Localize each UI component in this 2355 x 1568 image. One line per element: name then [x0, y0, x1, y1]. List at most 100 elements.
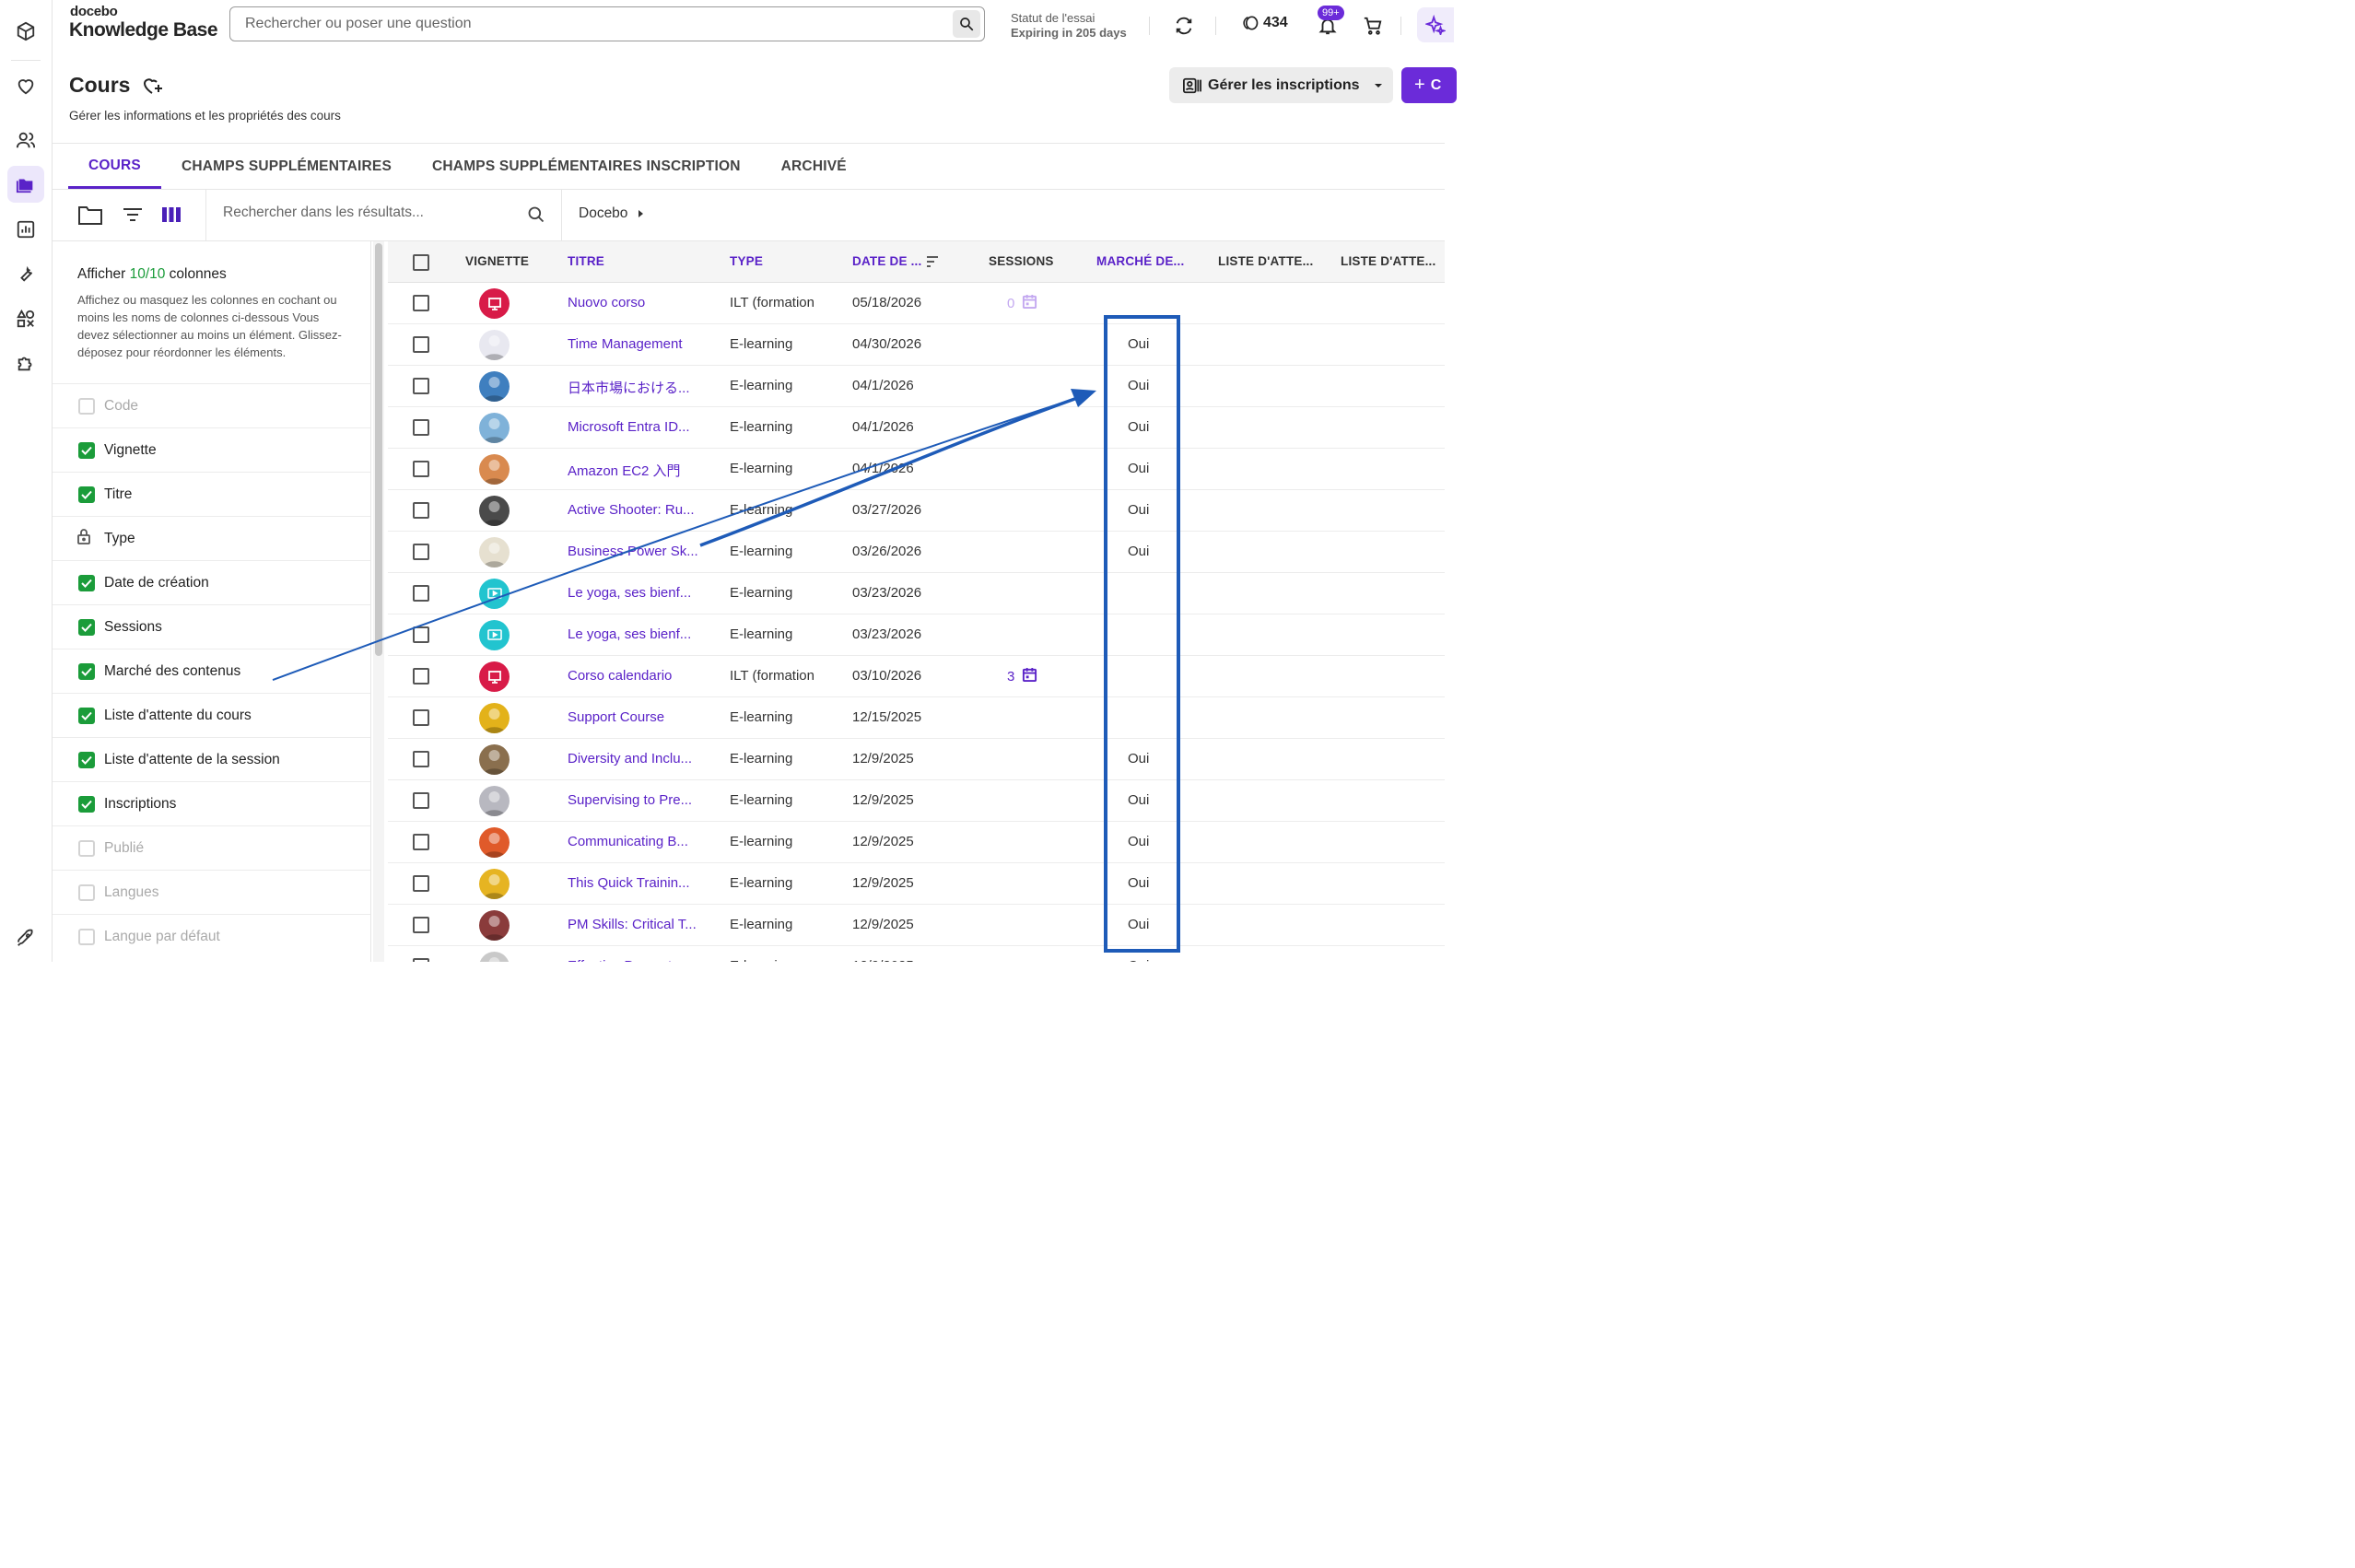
tab-champs-inscription[interactable]: CHAMPS SUPPLÉMENTAIRES INSCRIPTION [432, 158, 741, 174]
row-checkbox[interactable] [413, 295, 429, 311]
column-checkbox[interactable] [78, 795, 95, 813]
column-checkbox[interactable] [78, 618, 95, 636]
course-title-link[interactable]: Business Power Sk... [568, 544, 698, 559]
manage-enrollments-button[interactable]: Gérer les inscriptions [1169, 67, 1393, 103]
row-checkbox[interactable] [413, 378, 429, 394]
table-row[interactable]: Active Shooter: Ru... E-learning 03/27/202… [388, 490, 1445, 532]
users-icon[interactable] [7, 122, 44, 158]
tab-cours[interactable]: COURS [68, 145, 161, 189]
row-checkbox[interactable] [413, 419, 429, 436]
cart-icon[interactable] [1360, 13, 1386, 39]
puzzle-icon[interactable] [7, 345, 44, 381]
table-row[interactable]: Le yoga, ses bienf... E-learning 03/23/202… [388, 573, 1445, 614]
select-all-checkbox[interactable] [413, 254, 429, 271]
bell-icon[interactable] [1315, 13, 1341, 39]
course-title-link[interactable]: Effective Presenta... [568, 958, 691, 962]
row-checkbox[interactable] [413, 544, 429, 560]
sparkle-icon[interactable] [1417, 7, 1454, 42]
row-checkbox[interactable] [413, 668, 429, 685]
course-title-link[interactable]: Diversity and Inclu... [568, 751, 693, 766]
table-row[interactable]: Nuovo corso ILT (formation 05/18/2026 0 [388, 283, 1445, 324]
sessions-link[interactable]: 3 [1007, 667, 1037, 686]
table-row[interactable]: This Quick Trainin... E-learning 12/9/2025… [388, 863, 1445, 905]
column-checkbox[interactable] [78, 397, 95, 415]
sync-icon[interactable] [1171, 13, 1197, 39]
columns-icon[interactable] [158, 202, 184, 228]
table-row[interactable]: Communicating B... E-learning 12/9/2025 Oui [388, 822, 1445, 863]
tab-champs-supplementaires[interactable]: CHAMPS SUPPLÉMENTAIRES [181, 158, 392, 174]
table-row[interactable]: Diversity and Inclu... E-learning 12/9/202… [388, 739, 1445, 780]
row-checkbox[interactable] [413, 917, 429, 933]
header-date[interactable]: DATE DE ... [852, 254, 922, 268]
table-row[interactable]: Business Power Sk... E-learning 03/26/2026… [388, 532, 1445, 573]
column-option[interactable]: Date de création [53, 560, 370, 604]
wrench-icon[interactable] [7, 255, 44, 292]
header-type[interactable]: TYPE [730, 254, 764, 268]
table-row[interactable]: 日本市場における... E-learning 04/1/2026 Oui [388, 366, 1445, 407]
folder-tree-icon[interactable] [77, 202, 103, 228]
column-checkbox[interactable] [78, 486, 95, 503]
breadcrumb[interactable]: Docebo [579, 205, 644, 222]
row-checkbox[interactable] [413, 461, 429, 477]
cube-icon[interactable] [7, 13, 44, 50]
results-search-input[interactable] [223, 205, 518, 221]
row-checkbox[interactable] [413, 709, 429, 726]
course-title-link[interactable]: This Quick Trainin... [568, 875, 690, 891]
course-title-link[interactable]: Time Management [568, 336, 683, 352]
column-checkbox[interactable] [78, 839, 95, 857]
heart-icon[interactable] [7, 67, 44, 104]
course-title-link[interactable]: Supervising to Pre... [568, 792, 693, 808]
sessions-link[interactable]: 0 [1007, 294, 1037, 313]
global-search-input[interactable] [230, 16, 953, 32]
brand-title[interactable]: Knowledge Base [69, 19, 218, 41]
heart-plus-icon[interactable] [141, 75, 163, 97]
column-option[interactable]: Marché des contenus [53, 649, 370, 693]
ai-search-icon[interactable] [953, 10, 980, 38]
column-option[interactable]: Liste d'attente du cours [53, 693, 370, 737]
row-checkbox[interactable] [413, 585, 429, 602]
column-option[interactable]: Publié [53, 825, 370, 870]
column-checkbox[interactable] [78, 662, 95, 680]
sort-icon[interactable] [926, 255, 939, 268]
search-icon[interactable] [523, 202, 549, 228]
column-checkbox[interactable] [78, 574, 95, 591]
table-row[interactable]: Supervising to Pre... E-learning 12/9/2025… [388, 780, 1445, 822]
folder-icon[interactable] [7, 166, 44, 203]
table-row[interactable]: Le yoga, ses bienf... E-learning 03/23/202… [388, 614, 1445, 656]
column-option[interactable]: Liste d'attente de la session [53, 737, 370, 781]
row-checkbox[interactable] [413, 336, 429, 353]
row-checkbox[interactable] [413, 875, 429, 892]
column-checkbox[interactable] [78, 751, 95, 768]
column-option[interactable]: Vignette [53, 427, 370, 472]
column-option[interactable]: Titre [53, 472, 370, 516]
column-option[interactable]: Code [53, 383, 370, 427]
row-checkbox[interactable] [413, 502, 429, 519]
course-title-link[interactable]: Nuovo corso [568, 295, 646, 310]
breadcrumb-root[interactable]: Docebo [579, 205, 628, 221]
course-title-link[interactable]: Corso calendario [568, 668, 673, 684]
course-title-link[interactable]: Communicating B... [568, 834, 688, 849]
column-option[interactable]: Langue par défaut [53, 914, 370, 958]
column-checkbox[interactable] [78, 883, 95, 901]
column-checkbox[interactable] [78, 707, 95, 724]
column-option[interactable]: Langues [53, 870, 370, 914]
column-checkbox[interactable] [78, 928, 95, 945]
course-title-link[interactable]: Active Shooter: Ru... [568, 502, 695, 518]
course-title-link[interactable]: Le yoga, ses bienf... [568, 585, 692, 601]
header-market[interactable]: MARCHÉ DE... [1096, 254, 1185, 268]
table-row[interactable]: Support Course E-learning 12/15/2025 [388, 697, 1445, 739]
course-title-link[interactable]: Amazon EC2 入門 [568, 463, 681, 479]
row-checkbox[interactable] [413, 958, 429, 962]
rocket-icon[interactable] [7, 919, 44, 956]
table-row[interactable]: Amazon EC2 入門 E-learning 04/1/2026 Oui [388, 449, 1445, 490]
row-checkbox[interactable] [413, 834, 429, 850]
header-title[interactable]: TITRE [568, 254, 604, 268]
column-option[interactable]: Sessions [53, 604, 370, 649]
row-checkbox[interactable] [413, 751, 429, 767]
course-title-link[interactable]: Le yoga, ses bienf... [568, 626, 692, 642]
panel-scrollbar[interactable] [375, 243, 382, 656]
column-option[interactable]: Inscriptions [53, 781, 370, 825]
row-checkbox[interactable] [413, 626, 429, 643]
column-checkbox[interactable] [78, 441, 95, 459]
table-row[interactable]: PM Skills: Critical T... E-learning 12/9/2… [388, 905, 1445, 946]
